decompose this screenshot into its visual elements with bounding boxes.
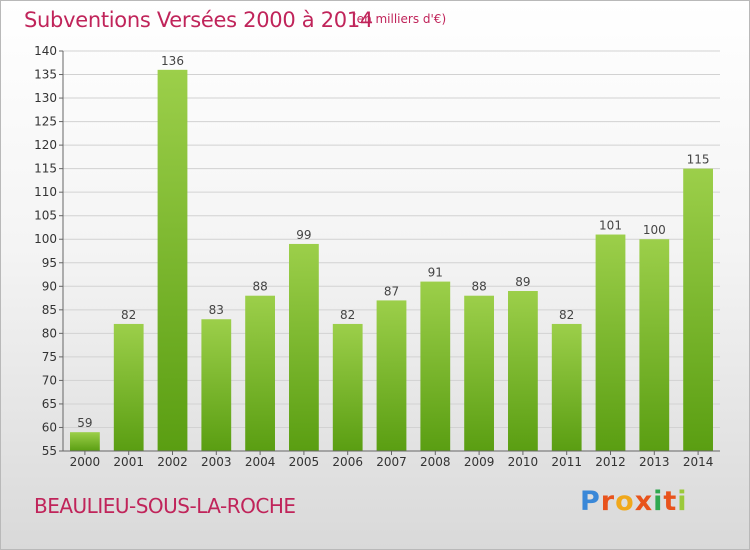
- logo-letter: r: [600, 486, 616, 517]
- logo-letter: i: [677, 486, 688, 517]
- axes: 55 60 65 70 75 80 85 90 95 100 105 110 115 120 125 130 1…: [34, 44, 720, 469]
- x-tick-label: 2001: [113, 455, 144, 469]
- x-tick-label: 2006: [332, 455, 363, 469]
- data-label: 100: [643, 223, 666, 237]
- data-label: 88: [471, 280, 486, 294]
- y-tick-label: 130: [34, 91, 57, 105]
- bar-2009: [464, 295, 494, 451]
- y-tick-label: 105: [34, 209, 57, 223]
- x-tick-label: 2008: [420, 455, 451, 469]
- bar-2005: [289, 243, 319, 451]
- data-label: 59: [77, 416, 92, 430]
- data-label: 87: [384, 284, 399, 298]
- bars: 59 82 136 83 88 99 82 87 91 88 89 82 101 100 115: [70, 54, 713, 451]
- y-tick-label: 55: [42, 444, 57, 458]
- city-name: BEAULIEU-SOUS-LA-ROCHE: [34, 494, 296, 518]
- x-tick-label: 2000: [70, 455, 101, 469]
- x-tick-label: 2003: [201, 455, 232, 469]
- bar-2001: [113, 323, 144, 451]
- x-tick-label: 2004: [245, 455, 276, 469]
- bar-2003: [201, 319, 232, 451]
- chart-title: Subventions Versées 2000 à 2014: [24, 8, 373, 32]
- y-tick-label: 110: [34, 185, 57, 199]
- y-tick-label: 80: [42, 326, 57, 340]
- x-tick-label: 2010: [508, 455, 539, 469]
- y-tick-label: 65: [42, 397, 57, 411]
- data-label: 91: [428, 266, 443, 280]
- bar-2014: [683, 168, 713, 451]
- logo-letter: t: [663, 486, 678, 517]
- data-label: 101: [599, 219, 622, 233]
- y-tick-label: 90: [42, 279, 57, 293]
- data-label: 115: [687, 153, 710, 167]
- y-tick-label: 115: [34, 162, 57, 176]
- y-tick-label: 125: [34, 115, 57, 129]
- bar-2013: [639, 239, 670, 451]
- y-tick-label: 120: [34, 138, 57, 152]
- data-label: 83: [209, 303, 224, 317]
- logo-letter: i: [653, 486, 664, 517]
- logo-letter: P: [580, 486, 601, 517]
- y-tick-label: 100: [34, 232, 57, 246]
- y-tick-label: 135: [34, 68, 57, 82]
- x-tick-label: 2009: [464, 455, 495, 469]
- y-tick-label: 60: [42, 420, 57, 434]
- x-tick-label: 2011: [551, 455, 582, 469]
- logo-letter: x: [634, 486, 654, 517]
- data-label: 82: [340, 308, 355, 322]
- data-label: 136: [161, 54, 184, 68]
- x-tick-label: 2002: [157, 455, 188, 469]
- bar-2010: [508, 291, 538, 451]
- data-label: 88: [252, 280, 267, 294]
- x-tick-label: 2007: [376, 455, 407, 469]
- y-tick-label: 70: [42, 373, 57, 387]
- bar-2004: [245, 295, 275, 451]
- bar-2007: [376, 300, 407, 451]
- chart-subtitle: (en milliers d'€): [352, 12, 447, 26]
- data-label: 89: [515, 275, 530, 289]
- x-tick-label: 2013: [639, 455, 670, 469]
- bar-2012: [595, 234, 626, 451]
- data-label: 99: [296, 228, 311, 242]
- x-tick-label: 2014: [683, 455, 714, 469]
- x-tick-label: 2012: [595, 455, 626, 469]
- y-tick-label: 85: [42, 303, 57, 317]
- data-label: 82: [121, 308, 136, 322]
- bar-2002: [157, 69, 188, 451]
- y-tick-label: 140: [34, 44, 57, 58]
- bar-2011: [551, 323, 582, 451]
- bar-2000: [70, 432, 100, 451]
- proxiti-logo[interactable]: Proxiti: [580, 486, 688, 517]
- y-tick-label: 75: [42, 350, 57, 364]
- bar-2008: [420, 281, 451, 451]
- bar-2006: [332, 323, 363, 451]
- logo-letter: o: [615, 486, 635, 517]
- data-label: 82: [559, 308, 574, 322]
- x-tick-label: 2005: [289, 455, 320, 469]
- y-tick-label: 95: [42, 256, 57, 270]
